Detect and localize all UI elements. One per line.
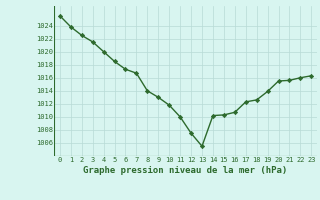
X-axis label: Graphe pression niveau de la mer (hPa): Graphe pression niveau de la mer (hPa) bbox=[84, 166, 288, 175]
